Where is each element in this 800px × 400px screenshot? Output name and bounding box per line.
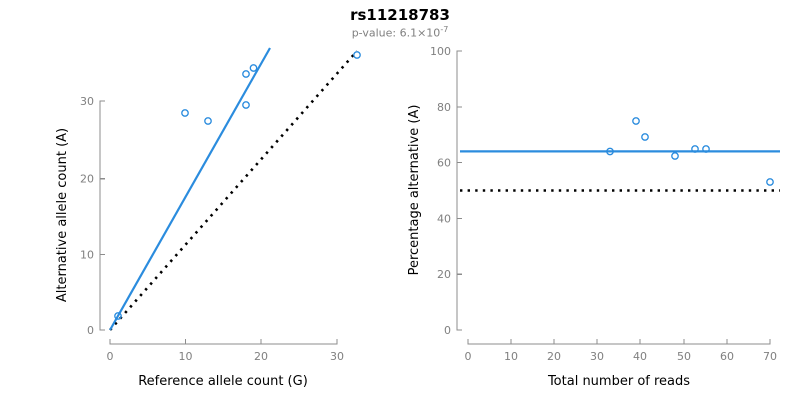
data-point	[249, 64, 258, 72]
right-y-ticklabel-0: 0	[444, 324, 451, 337]
left-panel: 30 20 10 0 Alternative allele count (A) …	[55, 47, 361, 389]
data-point	[691, 145, 699, 153]
left-x-ticklabel-20: 20	[254, 350, 268, 363]
left-y-ticklabel-0: 0	[87, 324, 94, 337]
plot-subtitle: p-value: 6.1×10-7	[0, 25, 800, 40]
right-x-ticklabel-50: 50	[677, 350, 691, 363]
right-x-ticklabel-30: 30	[590, 350, 604, 363]
left-y-ticklabel-20: 20	[80, 173, 94, 186]
right-x-ticklabel-20: 20	[547, 350, 561, 363]
right-x-ticklabel-10: 10	[504, 350, 518, 363]
left-x-ticklabel-0: 0	[107, 350, 114, 363]
left-x-ticklabel-10: 10	[179, 350, 193, 363]
right-y-axis-line	[456, 50, 462, 331]
data-point	[204, 117, 212, 125]
right-scatter-points	[606, 117, 774, 186]
left-reference-line	[109, 50, 358, 331]
left-fit-line	[109, 47, 271, 331]
data-point	[606, 147, 614, 156]
left-y-ticklabel-10: 10	[80, 248, 94, 261]
right-x-axis-line	[467, 339, 771, 345]
data-point	[242, 70, 250, 78]
left-scatter-points	[114, 51, 361, 320]
data-point	[353, 51, 361, 59]
pvalue-text: p-value: 6.1×10	[351, 26, 441, 40]
right-y-ticklabel-40: 40	[437, 212, 451, 225]
right-y-ticklabel-100: 100	[430, 45, 451, 58]
data-point	[766, 178, 774, 186]
left-y-axis-title: Alternative allele count (A)	[55, 128, 70, 302]
left-x-axis-title: Reference allele count (G)	[138, 374, 308, 389]
right-y-ticklabel-80: 80	[437, 101, 451, 114]
left-y-ticklabel-30: 30	[80, 95, 94, 108]
data-point	[114, 312, 122, 320]
right-x-ticklabel-70: 70	[763, 350, 777, 363]
right-x-axis-title: Total number of reads	[547, 374, 690, 389]
right-y-ticklabel-20: 20	[437, 268, 451, 281]
right-panel: 100 80 60 40 20 0 Percentage alternative…	[407, 45, 780, 389]
data-point	[632, 117, 640, 125]
right-y-ticklabel-60: 60	[437, 157, 451, 170]
right-x-ticklabel-0: 0	[465, 350, 472, 363]
data-point	[181, 109, 189, 117]
left-x-axis-line	[109, 339, 338, 345]
pvalue-exponent: -7	[440, 25, 449, 34]
data-point	[702, 145, 710, 153]
data-point	[242, 101, 250, 109]
data-point	[641, 133, 649, 141]
left-y-axis-line	[99, 100, 105, 331]
plot-title: rs11218783	[350, 6, 450, 24]
left-x-ticklabel-30: 30	[330, 350, 344, 363]
data-point	[671, 152, 679, 160]
right-y-axis-title: Percentage alternative (A)	[407, 105, 422, 276]
right-x-ticklabel-60: 60	[720, 350, 734, 363]
right-x-ticklabel-40: 40	[633, 350, 647, 363]
